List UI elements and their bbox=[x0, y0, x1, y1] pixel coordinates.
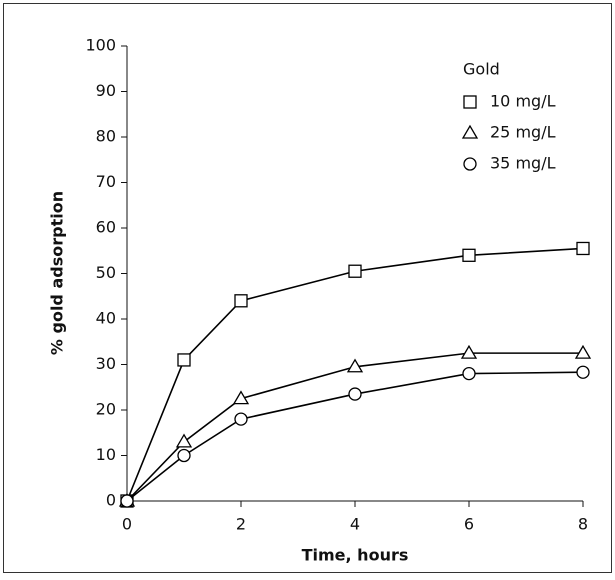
x-tick-label: 8 bbox=[578, 515, 588, 534]
x-tick-label: 4 bbox=[350, 515, 360, 534]
y-tick-label: 40 bbox=[96, 309, 116, 328]
marker-circle bbox=[234, 412, 248, 426]
marker-triangle bbox=[175, 433, 193, 448]
series-line bbox=[126, 371, 584, 502]
marker-triangle bbox=[346, 358, 364, 373]
y-axis-title: % gold adsorption bbox=[48, 191, 67, 355]
legend-label: 35 mg/L bbox=[490, 154, 556, 173]
x-axis-title: Time, hours bbox=[302, 546, 409, 565]
x-tick-label: 0 bbox=[122, 515, 132, 534]
series-line bbox=[126, 352, 583, 502]
y-tick-label: 50 bbox=[96, 263, 116, 282]
legend-label: 25 mg/L bbox=[490, 123, 556, 142]
y-tick-label: 20 bbox=[96, 400, 116, 419]
marker-circle bbox=[120, 494, 134, 508]
x-tick-label: 2 bbox=[236, 515, 246, 534]
marker-triangle bbox=[574, 344, 592, 359]
y-tick-label: 30 bbox=[96, 354, 116, 373]
marker-triangle bbox=[232, 390, 250, 405]
marker-circle bbox=[462, 366, 476, 381]
frame bbox=[3, 3, 612, 573]
marker-square bbox=[576, 241, 590, 256]
legend-marker bbox=[461, 124, 479, 139]
marker-square bbox=[234, 294, 248, 308]
legend-label: 10 mg/L bbox=[490, 92, 556, 111]
legend-title: Gold bbox=[463, 60, 500, 79]
marker-square bbox=[462, 248, 476, 262]
x-tick-label: 6 bbox=[464, 515, 474, 534]
y-tick-label: 70 bbox=[96, 172, 116, 191]
legend-marker bbox=[463, 157, 477, 171]
y-tick-label: 80 bbox=[96, 127, 116, 146]
marker-circle bbox=[177, 448, 191, 463]
marker-square bbox=[177, 353, 191, 367]
marker-circle bbox=[348, 387, 362, 401]
marker-triangle bbox=[460, 344, 478, 359]
marker-square bbox=[348, 264, 362, 278]
series-line bbox=[126, 247, 584, 502]
y-tick-label: 100 bbox=[85, 36, 116, 55]
y-tick-label: 0 bbox=[106, 491, 116, 510]
y-tick-label: 60 bbox=[96, 218, 116, 237]
y-tick-label: 10 bbox=[96, 445, 116, 464]
y-tick-label: 90 bbox=[96, 81, 116, 100]
marker-circle bbox=[576, 365, 590, 379]
legend-marker bbox=[463, 95, 477, 109]
